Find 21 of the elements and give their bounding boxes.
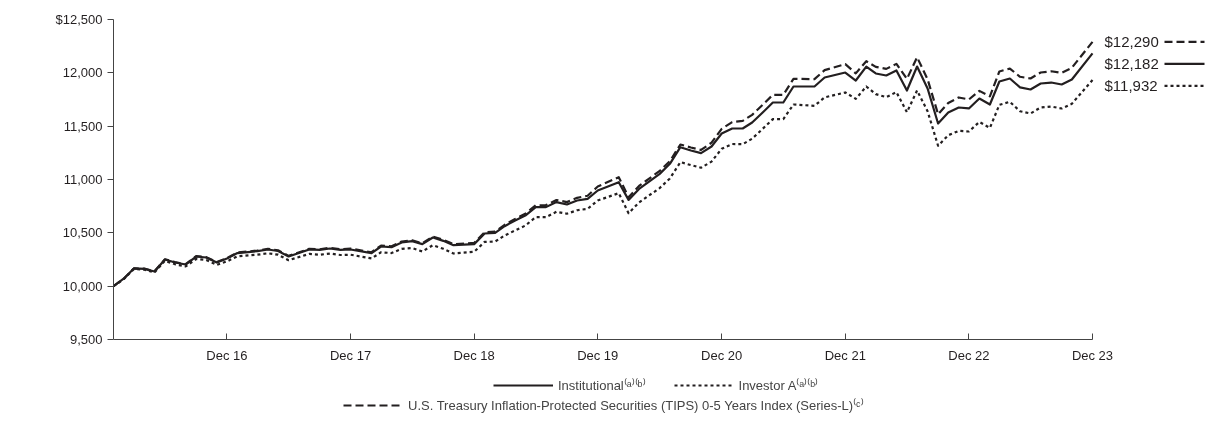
annotation: $11,932 <box>1104 77 1158 95</box>
x-tick-label: Dec 17 <box>329 347 372 363</box>
legend-label: Investor A⁽ᵃ⁾⁽ᵇ⁾ <box>738 377 819 394</box>
annotation: $12,182 <box>1104 55 1159 73</box>
legend-label: Institutional⁽ᵃ⁾⁽ᵇ⁾ <box>558 377 646 394</box>
x-tick-label: Dec 19 <box>577 347 619 363</box>
y-tick-label: 10,500 <box>62 225 103 241</box>
y-tick-label: 9,500 <box>69 332 103 347</box>
y-tick-label: 10,000 <box>62 278 103 294</box>
x-tick-label: Dec 18 <box>453 347 495 363</box>
x-tick-label: Dec 20 <box>701 347 743 363</box>
x-tick-label: Dec 22 <box>948 347 990 363</box>
x-tick-label: Dec 16 <box>206 347 248 363</box>
y-tick-label: 11,000 <box>63 172 103 187</box>
y-tick-label: 12,000 <box>62 65 103 81</box>
legend-label: U.S. Treasury Inflation-Protected Securities (TIPS) 0-5 Years Index (Series-L)⁽ᶜ⁾ <box>408 397 864 414</box>
annotation: $12,290 <box>1104 33 1159 51</box>
y-tick-label: 11,500 <box>63 118 103 134</box>
x-tick-label: Dec 23 <box>1071 347 1114 363</box>
x-tick-label: Dec 21 <box>824 347 866 363</box>
y-tick-label: $12,500 <box>55 12 103 27</box>
